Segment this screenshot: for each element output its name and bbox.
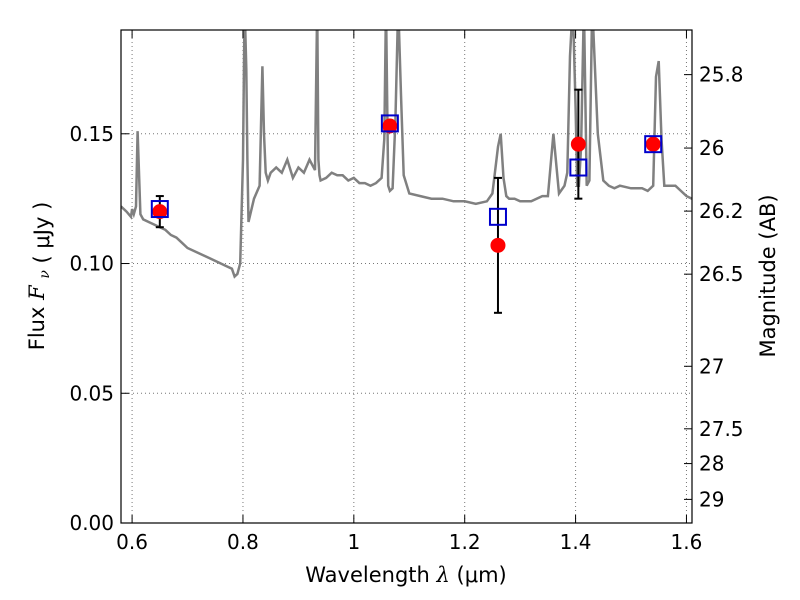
y-axis-label-text: Flux [25,307,49,351]
observed-point-3 [570,136,586,152]
y-tick-label-1: 0.05 [69,381,114,405]
x-tick-label-3: 1.2 [449,530,481,554]
y2-tick-label-5: 27.5 [699,417,744,441]
observed-point-2 [490,237,506,253]
x-axis-ticks: 0.6 0.8 1 1.2 1.4 1.6 [116,30,702,554]
y-axis-label-unit: ( μJy ) [30,202,54,264]
y2-tick-label-4: 27 [699,354,724,378]
model-flux-square-2 [488,207,507,226]
y2-tick-label-1: 26 [699,136,724,160]
x-axis-label-text: Wavelength [305,563,430,587]
x-tick-label-0: 0.6 [116,530,148,554]
y2-tick-label-3: 26.5 [699,262,744,286]
x-axis-label-symbol: λ [436,563,450,587]
model-flux-squares [150,114,663,226]
x-tick-label-5: 1.6 [671,530,703,554]
y2-tick-label-6: 28 [699,452,724,476]
y2-axis-ticks: 25.8 26 26.2 26.5 27 27.5 28 29 [684,63,744,511]
y2-tick-label-0: 25.8 [699,63,744,87]
x-tick-label-4: 1.4 [560,530,592,554]
y2-tick-label-7: 29 [699,487,724,511]
y-tick-label-3: 0.15 [69,122,114,146]
y-axis-ticks: 0.00 0.05 0.10 0.15 [69,122,129,535]
y-tick-label-2: 0.10 [69,252,114,276]
y-axis-label-subscript: ν [37,270,53,279]
y-axis-label-symbol: F [25,284,49,301]
plot-frame [120,29,693,524]
model-flux-square-0 [150,200,169,219]
model-flux-square-3 [569,158,588,177]
model-flux-square-1 [380,114,399,133]
observed-point-4 [645,136,661,152]
x-axis-label: Wavelength λ (μm) [305,563,506,587]
y-axis-label: Flux F ν ( μJy ) [25,202,54,351]
x-tick-label-1: 0.8 [227,530,259,554]
y-tick-label-0: 0.00 [69,511,114,535]
y2-tick-label-2: 26.2 [699,199,744,223]
x-axis-label-unit: (μm) [457,563,507,587]
x-tick-label-2: 1 [347,530,360,554]
model-spectrum-line [121,30,692,279]
plot-contents [121,30,692,314]
model-flux-square-4 [644,135,663,154]
observed-points [152,118,661,253]
y2-axis-label: Magnitude (AB) [756,194,780,357]
